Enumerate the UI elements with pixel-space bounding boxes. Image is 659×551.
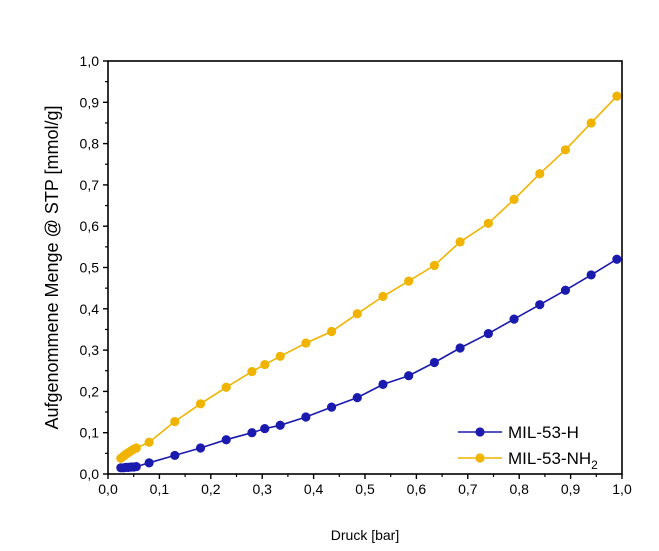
data-point bbox=[586, 118, 596, 128]
data-point bbox=[404, 276, 414, 286]
data-point bbox=[260, 423, 270, 434]
data-point bbox=[483, 218, 493, 228]
y-tick-label: 0,3 bbox=[80, 342, 100, 358]
x-axis-ticks: 0,0 0,1 0,2 0,3 0,4 0,5 0,6 0,7 0,8 0,9 1,0 bbox=[98, 474, 632, 497]
y-axis-title: Aufgenommene Menge @ STP [mmol/g] bbox=[42, 105, 62, 429]
data-point bbox=[509, 194, 519, 204]
x-tick-label: 0,7 bbox=[458, 481, 478, 497]
data-point bbox=[247, 366, 257, 377]
data-point bbox=[509, 314, 519, 324]
x-tick-label: 0,0 bbox=[98, 481, 118, 497]
axes: 0,0 0,1 0,2 0,3 0,4 0,5 0,6 0,7 0,8 0,9 1,0 0,0 0,1… bbox=[80, 53, 632, 497]
data-point bbox=[260, 359, 270, 370]
data-point bbox=[326, 402, 337, 412]
data-point bbox=[535, 300, 545, 310]
data-point bbox=[612, 91, 622, 101]
y-tick-label: 1,0 bbox=[80, 53, 100, 69]
data-point bbox=[352, 392, 362, 403]
y-tick-label: 0,9 bbox=[80, 94, 100, 110]
legend-marker bbox=[475, 453, 485, 463]
data-point bbox=[429, 260, 439, 271]
y-tick-label: 0,7 bbox=[80, 177, 100, 193]
data-point bbox=[221, 435, 231, 445]
plot-area bbox=[116, 91, 622, 473]
data-point bbox=[247, 428, 257, 438]
x-tick-label: 0,4 bbox=[304, 481, 324, 497]
data-point bbox=[131, 443, 141, 453]
y-tick-label: 0,5 bbox=[80, 260, 100, 276]
x-tick-label: 0,5 bbox=[355, 481, 375, 497]
data-point bbox=[483, 328, 493, 339]
legend-label: MIL-53-NH2 bbox=[508, 449, 598, 472]
data-point bbox=[378, 379, 388, 389]
x-tick-label: 0,3 bbox=[252, 481, 272, 497]
data-point bbox=[455, 343, 465, 353]
data-point bbox=[404, 371, 414, 381]
series-line bbox=[120, 95, 618, 459]
x-tick-label: 0,2 bbox=[201, 481, 221, 497]
data-point bbox=[221, 382, 231, 392]
x-axis-title: Druck [bar] bbox=[331, 527, 399, 543]
data-point bbox=[131, 461, 141, 472]
data-point bbox=[352, 309, 362, 319]
data-point bbox=[144, 458, 154, 468]
series-mil-53-h bbox=[116, 254, 622, 473]
x-tick-label: 0,1 bbox=[150, 481, 170, 497]
y-tick-label: 0,6 bbox=[80, 218, 100, 234]
data-point bbox=[170, 450, 180, 461]
data-point bbox=[455, 237, 465, 247]
data-point bbox=[301, 338, 311, 348]
x-tick-label: 1,0 bbox=[612, 481, 632, 497]
data-point bbox=[560, 145, 571, 155]
data-point bbox=[429, 357, 439, 368]
data-point bbox=[586, 270, 596, 280]
y-tick-label: 0,1 bbox=[80, 425, 100, 441]
data-point bbox=[195, 443, 206, 453]
data-point bbox=[535, 169, 545, 179]
legend-label: MIL-53-H bbox=[508, 423, 579, 442]
y-tick-label: 0,0 bbox=[80, 466, 100, 482]
data-point bbox=[326, 326, 337, 337]
legend-item: MIL-53-H bbox=[458, 423, 579, 442]
data-point bbox=[195, 399, 206, 409]
x-tick-label: 0,9 bbox=[561, 481, 581, 497]
legend-marker bbox=[475, 427, 485, 437]
y-tick-label: 0,4 bbox=[80, 301, 100, 317]
legend: MIL-53-H MIL-53-NH2 bbox=[458, 423, 598, 472]
data-point bbox=[612, 254, 622, 264]
data-point bbox=[378, 291, 388, 302]
plot-frame bbox=[107, 60, 623, 475]
legend-item: MIL-53-NH2 bbox=[458, 449, 598, 472]
series-mil-53-nh2 bbox=[116, 91, 622, 463]
y-axis-ticks: 0,0 0,1 0,2 0,3 0,4 0,5 0,6 0,7 0,8 0,9 1,0 bbox=[80, 53, 108, 482]
x-tick-label: 0,6 bbox=[407, 481, 427, 497]
data-point bbox=[560, 285, 571, 295]
data-point bbox=[275, 351, 285, 361]
y-tick-label: 0,2 bbox=[80, 383, 100, 399]
y-tick-label: 0,8 bbox=[80, 136, 100, 152]
data-point bbox=[144, 437, 154, 447]
data-point bbox=[275, 420, 285, 430]
x-tick-label: 0,8 bbox=[509, 481, 529, 497]
data-point bbox=[301, 412, 311, 422]
data-point bbox=[170, 416, 180, 427]
